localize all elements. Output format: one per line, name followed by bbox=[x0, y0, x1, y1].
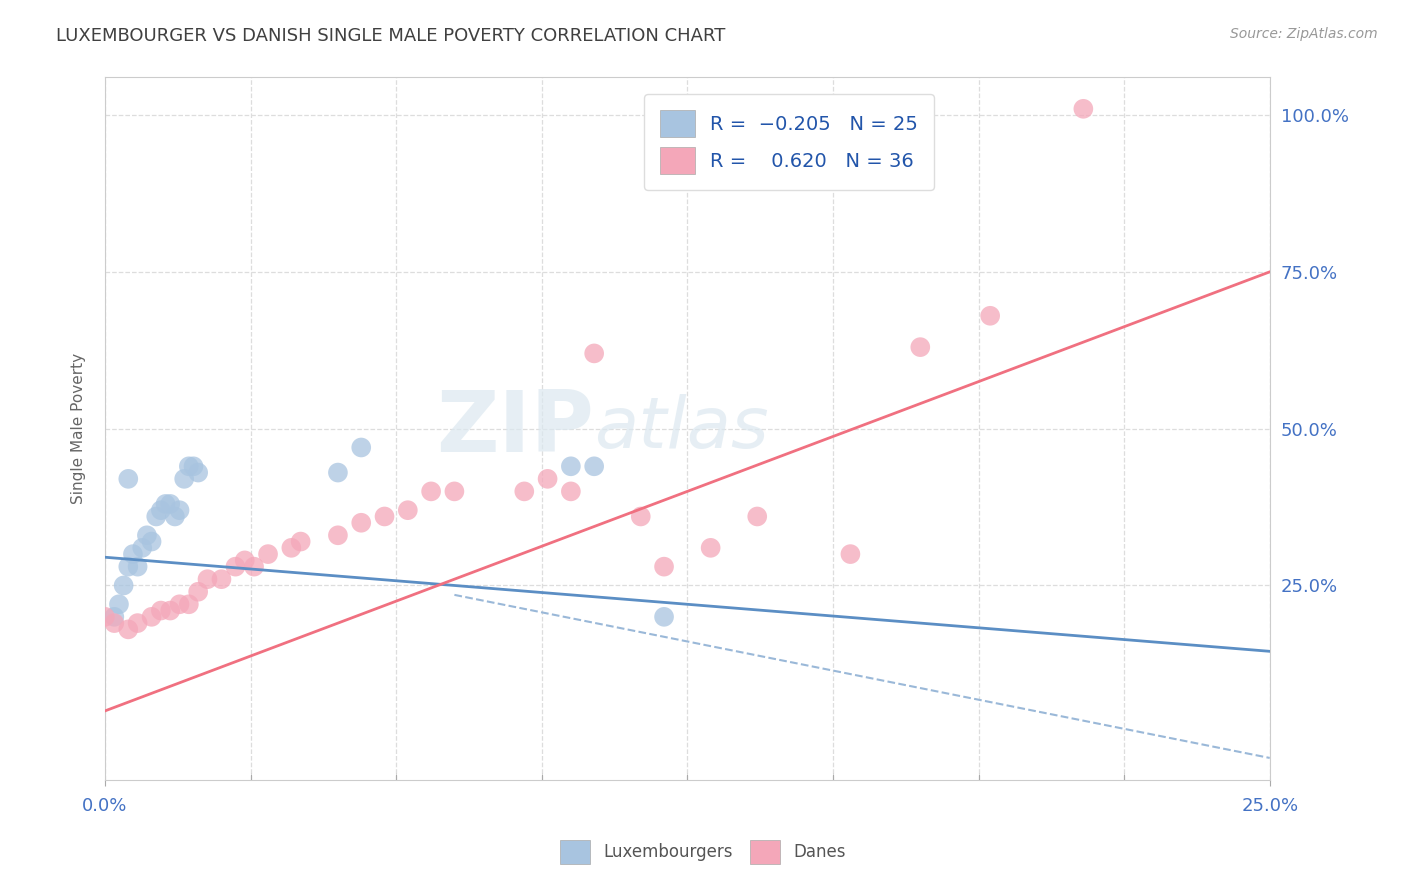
Point bbox=[373, 509, 395, 524]
Point bbox=[112, 578, 135, 592]
Point bbox=[243, 559, 266, 574]
Point bbox=[652, 610, 675, 624]
Point bbox=[420, 484, 443, 499]
Point bbox=[177, 597, 200, 611]
Text: ZIP: ZIP bbox=[436, 387, 595, 470]
Point bbox=[117, 623, 139, 637]
Point bbox=[187, 584, 209, 599]
Point bbox=[224, 559, 246, 574]
Point bbox=[1073, 102, 1095, 116]
Point bbox=[233, 553, 256, 567]
Point bbox=[141, 534, 163, 549]
Point bbox=[117, 559, 139, 574]
Text: atlas: atlas bbox=[595, 394, 769, 463]
Point bbox=[127, 616, 149, 631]
Point bbox=[839, 547, 862, 561]
Point bbox=[513, 484, 536, 499]
Point bbox=[169, 597, 191, 611]
Text: Source: ZipAtlas.com: Source: ZipAtlas.com bbox=[1230, 27, 1378, 41]
Point bbox=[131, 541, 153, 555]
Point bbox=[169, 503, 191, 517]
Point bbox=[187, 466, 209, 480]
Point bbox=[141, 610, 163, 624]
Point bbox=[280, 541, 302, 555]
Point bbox=[122, 547, 145, 561]
Text: LUXEMBOURGER VS DANISH SINGLE MALE POVERTY CORRELATION CHART: LUXEMBOURGER VS DANISH SINGLE MALE POVER… bbox=[56, 27, 725, 45]
Point bbox=[127, 559, 149, 574]
Point bbox=[211, 572, 233, 586]
Point bbox=[159, 603, 181, 617]
Point bbox=[979, 309, 1001, 323]
Point bbox=[159, 497, 181, 511]
Point bbox=[149, 503, 172, 517]
Point bbox=[145, 509, 167, 524]
Point bbox=[257, 547, 280, 561]
Point bbox=[117, 472, 139, 486]
Legend: Luxembourgers, Danes: Luxembourgers, Danes bbox=[554, 833, 852, 871]
Point bbox=[173, 472, 195, 486]
Point bbox=[177, 459, 200, 474]
Point bbox=[94, 610, 117, 624]
Point bbox=[155, 497, 177, 511]
Point bbox=[560, 459, 582, 474]
Point bbox=[183, 459, 205, 474]
Point bbox=[652, 559, 675, 574]
Point bbox=[699, 541, 721, 555]
Point bbox=[630, 509, 652, 524]
Point bbox=[536, 472, 558, 486]
Legend: R =  −0.205   N = 25, R =    0.620   N = 36: R = −0.205 N = 25, R = 0.620 N = 36 bbox=[644, 95, 934, 190]
Point bbox=[560, 484, 582, 499]
Point bbox=[103, 610, 125, 624]
Point bbox=[910, 340, 932, 354]
Point bbox=[350, 516, 373, 530]
Point bbox=[396, 503, 419, 517]
Point bbox=[583, 346, 606, 360]
Y-axis label: Single Male Poverty: Single Male Poverty bbox=[72, 353, 86, 504]
Point bbox=[290, 534, 312, 549]
Point bbox=[326, 528, 349, 542]
Point bbox=[747, 509, 769, 524]
Point bbox=[326, 466, 349, 480]
Point bbox=[149, 603, 172, 617]
Point bbox=[443, 484, 465, 499]
Point bbox=[197, 572, 219, 586]
Point bbox=[108, 597, 131, 611]
Point bbox=[163, 509, 186, 524]
Point bbox=[135, 528, 157, 542]
Point bbox=[350, 441, 373, 455]
Point bbox=[583, 459, 606, 474]
Point bbox=[103, 616, 125, 631]
